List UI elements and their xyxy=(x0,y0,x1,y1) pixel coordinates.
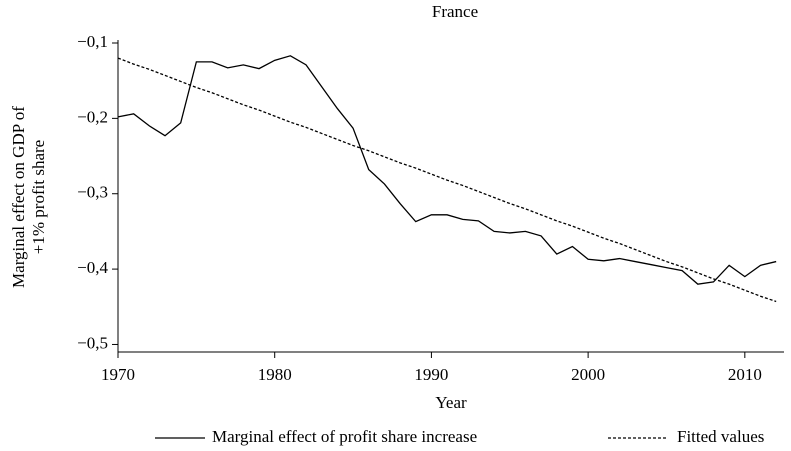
y-axis-label: +1% profit share xyxy=(29,140,48,254)
x-tick-label: 1990 xyxy=(414,365,448,384)
x-tick-label: 1970 xyxy=(101,365,135,384)
data-line xyxy=(117,55,777,285)
x-tick-label: 2010 xyxy=(728,365,762,384)
y-tick-label: −0,3 xyxy=(77,183,108,202)
legend-label: Fitted values xyxy=(677,427,764,446)
chart-title: France xyxy=(432,2,478,21)
data-line xyxy=(117,57,777,303)
legend-label: Marginal effect of profit share increase xyxy=(212,427,477,446)
y-tick-label: −0,4 xyxy=(77,258,108,277)
x-axis-label: Year xyxy=(435,393,467,412)
y-tick-label: −0,2 xyxy=(77,107,108,126)
y-tick-label: −0,1 xyxy=(77,32,108,51)
y-axis-label: Marginal effect on GDP of xyxy=(9,106,28,288)
x-tick-label: 1980 xyxy=(258,365,292,384)
y-tick-label: −0,5 xyxy=(77,333,108,352)
x-tick-label: 2000 xyxy=(571,365,605,384)
